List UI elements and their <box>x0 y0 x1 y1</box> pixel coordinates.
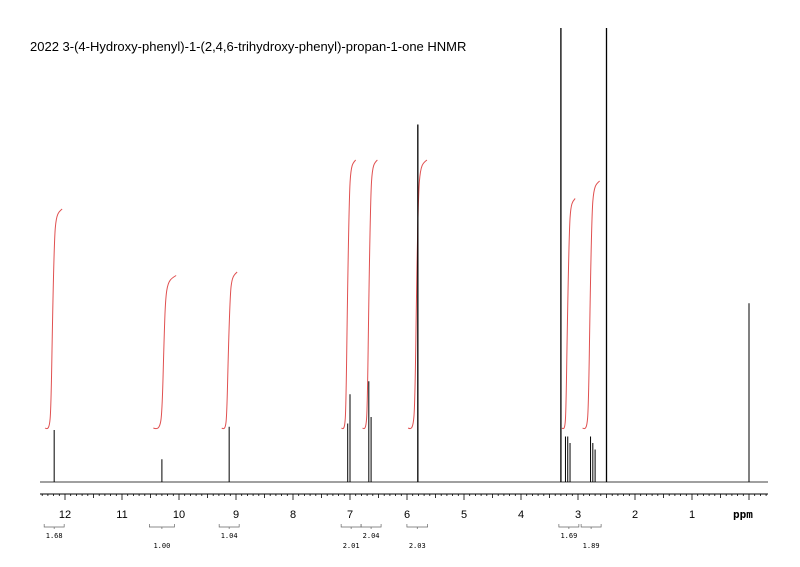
integral-bracket-line <box>580 524 602 528</box>
chart-title: 2022 3-(4-Hydroxy-phenyl)-1-(2,4,6-trihy… <box>30 39 466 54</box>
integral-curve-2 <box>221 271 238 430</box>
integral-curve-7 <box>582 180 600 430</box>
integral-value-5: 2.03 <box>409 542 426 550</box>
integral-curve-6 <box>561 198 576 430</box>
integral-bracket-0: 1.68 <box>43 524 65 540</box>
integral-value-4: 2.04 <box>363 532 380 540</box>
x-axis-unit-label: ppm <box>733 508 753 521</box>
peak-layer <box>53 28 750 482</box>
integral-value-3: 2.01 <box>343 542 360 550</box>
x-tick-label-2: 2 <box>632 509 638 521</box>
integral-bracket-3: 2.01 <box>340 524 362 550</box>
integral-bracket-line <box>558 524 580 528</box>
integral-bracket-5: 2.03 <box>406 524 428 550</box>
x-tick-label-6: 6 <box>404 509 410 521</box>
integral-curve-3 <box>341 159 357 430</box>
integral-layer <box>44 159 600 430</box>
integral-bracket-6: 1.69 <box>558 524 580 540</box>
integral-labels: 1.68 1.00 1.04 2.012.04 2.03 1.69 1.89 <box>43 524 602 550</box>
integral-curve-1 <box>153 275 177 430</box>
integral-value-1: 1.00 <box>153 542 170 550</box>
x-tick-label-3: 3 <box>575 509 581 521</box>
integral-curve-0 <box>44 208 63 430</box>
integral-bracket-7: 1.89 <box>580 524 602 550</box>
integral-curve-5 <box>407 159 428 430</box>
x-tick-label-1: 1 <box>689 509 695 521</box>
x-tick-label-8: 8 <box>290 509 296 521</box>
integral-value-0: 1.68 <box>46 532 63 540</box>
integral-bracket-1: 1.00 <box>149 524 175 550</box>
integral-curve-4 <box>362 159 378 430</box>
integral-bracket-line <box>340 524 362 528</box>
integral-bracket-line <box>406 524 428 528</box>
integral-value-7: 1.89 <box>583 542 600 550</box>
integral-value-2: 1.04 <box>221 532 238 540</box>
integral-bracket-line <box>218 524 240 528</box>
integral-bracket-4: 2.04 <box>360 524 382 540</box>
x-tick-label-10: 10 <box>173 509 185 521</box>
x-tick-label-5: 5 <box>461 509 467 521</box>
integral-bracket-line <box>43 524 65 528</box>
x-tick-label-7: 7 <box>347 509 353 521</box>
integral-value-6: 1.69 <box>560 532 577 540</box>
x-tick-label-4: 4 <box>518 509 524 521</box>
x-axis-ticks: 12 11 10 9 8 7 6 5 4 3 2 1 <box>41 494 767 521</box>
integral-bracket-2: 1.04 <box>218 524 240 540</box>
x-tick-label-9: 9 <box>233 509 239 521</box>
integral-bracket-line <box>360 524 382 528</box>
x-tick-label-11: 11 <box>116 509 127 521</box>
integral-bracket-line <box>149 524 175 528</box>
x-tick-label-12: 12 <box>59 509 71 521</box>
